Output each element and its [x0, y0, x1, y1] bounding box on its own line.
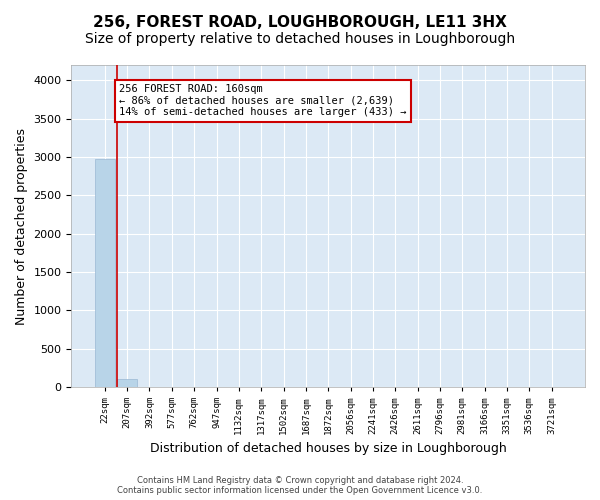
Bar: [95, 158, 115, 387]
Bar: [117, 378, 137, 387]
Text: Contains HM Land Registry data © Crown copyright and database right 2024.
Contai: Contains HM Land Registry data © Crown c…: [118, 476, 482, 495]
Text: 256 FOREST ROAD: 160sqm
← 86% of detached houses are smaller (2,639)
14% of semi: 256 FOREST ROAD: 160sqm ← 86% of detache…: [119, 84, 407, 117]
Y-axis label: Number of detached properties: Number of detached properties: [15, 128, 28, 324]
Text: Size of property relative to detached houses in Loughborough: Size of property relative to detached ho…: [85, 32, 515, 46]
Text: 256, FOREST ROAD, LOUGHBOROUGH, LE11 3HX: 256, FOREST ROAD, LOUGHBOROUGH, LE11 3HX: [93, 15, 507, 30]
X-axis label: Distribution of detached houses by size in Loughborough: Distribution of detached houses by size …: [150, 442, 506, 455]
